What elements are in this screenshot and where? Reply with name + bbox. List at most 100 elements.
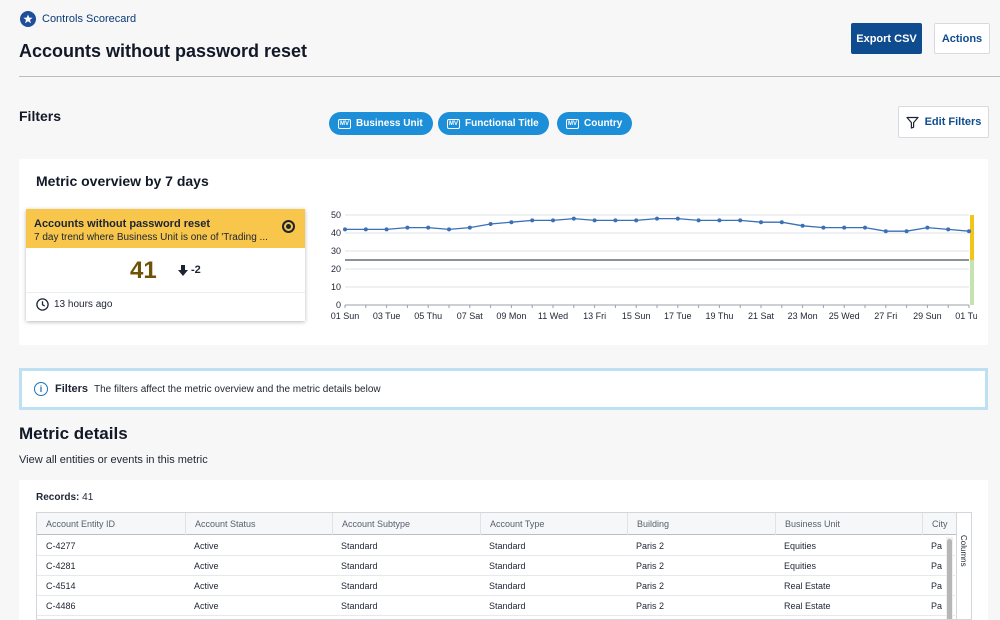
info-banner-text: The filters affect the metric overview a… <box>94 383 381 395</box>
table-row[interactable]: C-4277 Active Standard Standard Paris 2 … <box>37 536 955 556</box>
multi-value-icon: MV <box>447 118 460 129</box>
column-header-account-type[interactable]: Account Type <box>480 513 627 535</box>
data-point <box>592 218 597 223</box>
x-tick-label: 01 Tue <box>955 311 977 321</box>
data-point <box>613 218 618 223</box>
cell-city: Pa <box>931 541 943 551</box>
x-tick-label: 09 Mon <box>496 311 526 321</box>
tile-divider <box>26 292 305 293</box>
edit-filters-label: Edit Filters <box>924 116 982 128</box>
metric-delta: -2 <box>178 264 201 276</box>
table-row[interactable]: C-4281 Active Standard Standard Paris 2 … <box>37 556 955 576</box>
metric-value: 41 <box>130 257 157 284</box>
cell-building: Paris 2 <box>636 541 665 551</box>
cell-city: Pa <box>931 581 943 591</box>
cell-account-entity-id: C-4277 <box>46 541 76 551</box>
info-banner-title: Filters <box>55 383 89 395</box>
x-tick-label: 29 Sun <box>913 311 942 321</box>
cell-account-status: Active <box>194 561 219 571</box>
y-tick-label: 40 <box>331 228 341 238</box>
data-point <box>343 227 347 232</box>
columns-panel-tab[interactable]: Columns <box>956 513 971 619</box>
y-tick-label: 0 <box>336 300 341 310</box>
cell-account-type: Standard <box>489 581 526 591</box>
records-label: Records: <box>36 492 80 503</box>
x-tick-label: 03 Tue <box>373 311 401 321</box>
data-point <box>717 218 722 223</box>
multi-value-icon: MV <box>338 118 351 129</box>
column-header-account-status[interactable]: Account Status <box>185 513 332 535</box>
column-header-account-entity-id[interactable]: Account Entity ID <box>46 519 116 529</box>
cell-account-subtype: Standard <box>341 541 378 551</box>
cell-account-entity-id: C-4514 <box>46 581 76 591</box>
metric-details-subtitle: View all entities or events in this metr… <box>19 454 208 466</box>
data-point <box>384 227 389 232</box>
x-tick-label: 23 Mon <box>788 311 818 321</box>
x-tick-label: 21 Sat <box>748 311 775 321</box>
data-point <box>571 216 576 221</box>
column-header-building[interactable]: Building <box>627 513 775 535</box>
y-tick-label: 30 <box>331 246 341 256</box>
data-point <box>530 218 535 223</box>
data-point <box>447 227 451 232</box>
multi-value-icon: MV <box>566 118 579 129</box>
x-tick-label: 05 Thu <box>414 311 442 321</box>
edit-filters-button[interactable]: Edit Filters <box>898 106 989 138</box>
cell-account-subtype: Standard <box>341 561 378 571</box>
last-updated-label: 13 hours ago <box>54 299 113 310</box>
data-point <box>883 229 888 234</box>
filter-chip-country[interactable]: MV Country <box>557 112 633 135</box>
breadcrumb-label[interactable]: Controls Scorecard <box>42 13 137 25</box>
vertical-scrollbar[interactable] <box>946 537 953 619</box>
page-title: Accounts without password reset <box>19 41 308 61</box>
x-tick-label: 07 Sat <box>457 311 484 321</box>
data-point <box>821 225 826 230</box>
filter-chip-functional-title[interactable]: MV Functional Title <box>438 112 549 135</box>
cell-business-unit: Real Estate <box>784 581 831 591</box>
breadcrumb[interactable]: Controls Scorecard <box>20 11 136 27</box>
data-point <box>509 220 514 225</box>
threshold-band-lower <box>970 260 974 305</box>
columns-tab-label: Columns <box>959 535 968 567</box>
export-csv-button[interactable]: Export CSV <box>851 23 922 54</box>
data-point <box>551 218 555 223</box>
filters-info-banner: i Filters The filters affect the metric … <box>19 368 988 410</box>
data-point <box>696 218 701 223</box>
x-tick-label: 25 Wed <box>829 311 860 321</box>
column-header-city[interactable]: City <box>922 513 956 535</box>
filter-chip-label: Country <box>584 118 623 129</box>
table-row[interactable]: C-4514 Active Standard Standard Paris 2 … <box>37 576 955 596</box>
data-point <box>946 227 951 232</box>
data-point <box>800 223 805 228</box>
metric-tile[interactable]: Accounts without password reset 7 day tr… <box>26 209 305 321</box>
records-value: 41 <box>82 492 94 503</box>
data-point <box>738 218 743 223</box>
actions-button[interactable]: Actions <box>934 23 990 54</box>
cell-account-status: Active <box>194 581 219 591</box>
data-point <box>634 218 639 223</box>
column-header-account-subtype[interactable]: Account Subtype <box>332 513 480 535</box>
filter-chip-label: Business Unit <box>356 118 423 129</box>
filter-chip-business-unit[interactable]: MV Business Unit <box>329 112 433 135</box>
status-dot-icon <box>282 220 295 233</box>
metric-tile-name: Accounts without password reset <box>34 218 211 230</box>
data-point <box>925 225 930 230</box>
x-tick-label: 01 Sun <box>331 311 360 321</box>
data-point <box>759 220 763 225</box>
threshold-band-upper <box>970 215 974 260</box>
table-row[interactable]: C-4486 Active Standard Standard Paris 2 … <box>37 596 955 616</box>
funnel-icon <box>905 116 919 129</box>
data-point <box>488 222 493 226</box>
details-table: Account Entity ID Account Status Account… <box>36 512 972 620</box>
scrollbar-thumb[interactable] <box>947 539 952 619</box>
header-divider <box>19 76 1000 77</box>
column-header-business-unit[interactable]: Business Unit <box>775 513 922 535</box>
cell-account-subtype: Standard <box>341 581 378 591</box>
cell-city: Pa <box>931 601 943 611</box>
x-tick-label: 15 Sun <box>622 311 651 321</box>
data-point <box>779 220 784 225</box>
cell-account-subtype: Standard <box>341 601 378 611</box>
cell-building: Paris 2 <box>636 601 665 611</box>
data-point <box>426 225 431 230</box>
cell-account-entity-id: C-4281 <box>46 561 76 571</box>
